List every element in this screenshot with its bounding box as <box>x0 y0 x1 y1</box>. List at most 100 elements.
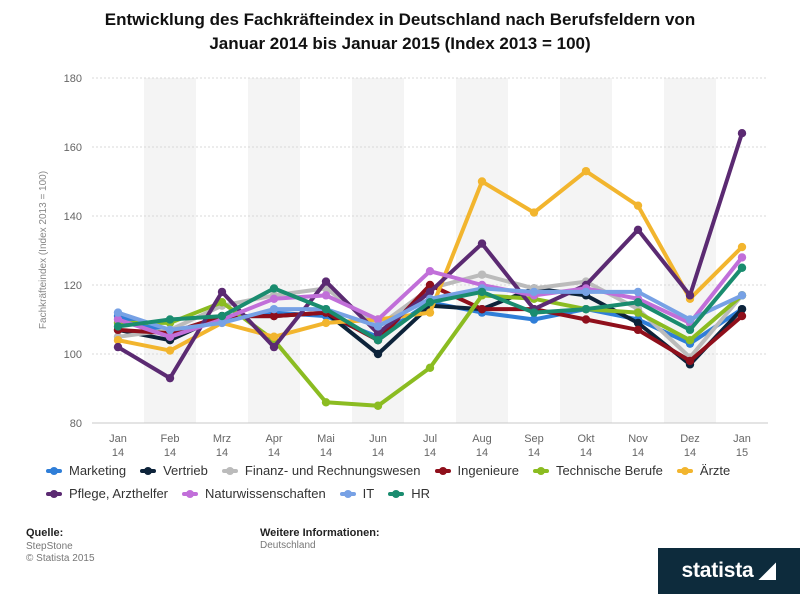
y-axis-ticks: 80 100 120 140 160 180 <box>64 73 82 430</box>
legend-label: Ingenieure <box>457 463 519 478</box>
data-point[interactable] <box>425 287 435 297</box>
data-point[interactable] <box>321 277 331 286</box>
data-point[interactable] <box>321 304 331 314</box>
data-point[interactable] <box>113 342 123 352</box>
data-point[interactable] <box>529 308 539 317</box>
data-point[interactable] <box>425 280 435 290</box>
legend-item[interactable]: Pflege, Arzthelfer <box>46 486 168 501</box>
legend-swatch-icon <box>532 466 549 475</box>
data-point[interactable] <box>165 325 175 335</box>
legend-item[interactable]: Finanz- und Rechnungswesen <box>221 463 421 478</box>
data-point[interactable] <box>165 346 175 355</box>
x-tick-label-month: Okt <box>577 433 594 445</box>
data-point[interactable] <box>581 304 591 314</box>
data-point[interactable] <box>633 201 643 210</box>
data-point[interactable] <box>269 311 279 321</box>
data-point[interactable] <box>373 401 383 410</box>
chart-title: Entwicklung des Fachkräfteindex in Deuts… <box>0 8 800 56</box>
legend-item[interactable]: Naturwissenschaften <box>182 486 326 501</box>
plot-bands <box>144 78 716 423</box>
data-point[interactable] <box>269 294 279 303</box>
data-point[interactable] <box>581 287 591 297</box>
data-point[interactable] <box>633 318 643 328</box>
data-point[interactable] <box>737 311 747 321</box>
data-point[interactable] <box>425 363 435 372</box>
data-point[interactable] <box>737 242 747 252</box>
legend-item[interactable]: Vertrieb <box>140 463 208 478</box>
legend-swatch-icon <box>221 466 238 475</box>
data-point[interactable] <box>581 315 591 324</box>
data-point[interactable] <box>633 308 643 317</box>
data-point[interactable] <box>425 267 435 276</box>
data-point[interactable] <box>685 315 695 324</box>
data-point[interactable] <box>113 322 123 331</box>
data-point[interactable] <box>477 239 487 248</box>
data-point[interactable] <box>425 308 435 317</box>
data-point[interactable] <box>685 325 695 335</box>
data-point[interactable] <box>529 315 539 324</box>
data-point[interactable] <box>113 315 123 324</box>
data-point[interactable] <box>321 291 331 300</box>
chart-title-line-2: Januar 2014 bis Januar 2015 (Index 2013 … <box>209 34 591 53</box>
data-point[interactable] <box>217 318 227 328</box>
data-point[interactable] <box>425 298 435 307</box>
x-tick-label-year: 14 <box>632 447 644 459</box>
data-point[interactable] <box>217 311 227 321</box>
data-point[interactable] <box>737 253 747 262</box>
data-point[interactable] <box>581 166 591 176</box>
data-point[interactable] <box>529 208 539 217</box>
data-point[interactable] <box>373 349 383 359</box>
data-point[interactable] <box>685 336 695 345</box>
chart-title-line-1: Entwicklung des Fachkräfteindex in Deuts… <box>104 10 696 29</box>
plot-band <box>456 78 508 423</box>
statista-logo[interactable]: statista <box>658 548 800 594</box>
data-point[interactable] <box>685 356 695 366</box>
data-point[interactable] <box>373 315 383 324</box>
legend-label: Pflege, Arzthelfer <box>69 486 168 501</box>
data-point[interactable] <box>373 329 383 338</box>
data-point[interactable] <box>165 332 175 341</box>
legend-item[interactable]: Ingenieure <box>434 463 519 478</box>
data-point[interactable] <box>113 308 123 317</box>
data-point[interactable] <box>165 373 175 383</box>
data-point[interactable] <box>737 291 747 300</box>
data-point[interactable] <box>113 336 123 345</box>
data-point[interactable] <box>321 318 331 328</box>
data-point[interactable] <box>633 325 643 335</box>
data-point[interactable] <box>737 129 747 138</box>
data-point[interactable] <box>633 287 643 297</box>
data-point[interactable] <box>633 225 643 234</box>
y-tick-label: 180 <box>64 73 82 85</box>
legend-item[interactable]: Marketing <box>46 463 126 478</box>
legend-label: Technische Berufe <box>555 463 663 478</box>
data-point[interactable] <box>269 304 279 314</box>
data-point[interactable] <box>529 287 539 297</box>
data-point[interactable] <box>165 315 175 324</box>
data-point[interactable] <box>269 284 279 293</box>
data-point[interactable] <box>477 304 487 314</box>
x-tick-label-year: 14 <box>424 447 436 459</box>
data-point[interactable] <box>477 270 487 279</box>
data-point[interactable] <box>373 322 383 331</box>
data-point[interactable] <box>269 342 279 352</box>
legend-item[interactable]: Ärzte <box>676 463 730 478</box>
series-line[interactable] <box>116 131 744 381</box>
legend-item[interactable]: IT <box>339 486 374 501</box>
data-point[interactable] <box>217 298 227 307</box>
x-tick-label-year: 14 <box>216 447 228 459</box>
legend-item[interactable]: HR <box>388 486 430 501</box>
legend-item[interactable]: Technische Berufe <box>532 463 663 478</box>
data-point[interactable] <box>373 336 383 345</box>
data-point[interactable] <box>737 304 747 314</box>
data-point[interactable] <box>477 177 487 186</box>
data-point[interactable] <box>321 398 331 407</box>
data-point[interactable] <box>685 291 695 300</box>
data-point[interactable] <box>737 263 747 272</box>
plot-band <box>144 78 196 423</box>
data-point[interactable] <box>633 298 643 307</box>
x-tick-label-month: Mai <box>317 433 335 445</box>
data-point[interactable] <box>269 332 279 341</box>
data-point[interactable] <box>477 287 487 297</box>
data-point[interactable] <box>217 287 227 297</box>
plot-band <box>560 78 612 423</box>
